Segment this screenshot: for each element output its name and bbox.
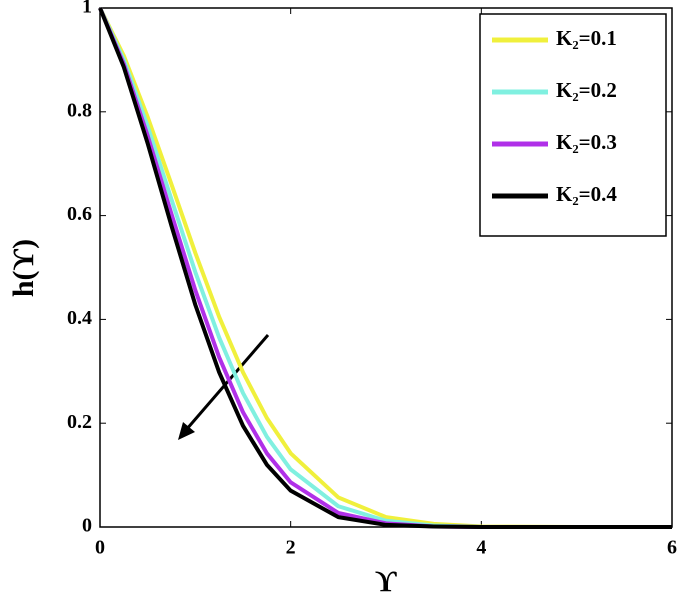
x-tick-label: 4	[476, 537, 486, 559]
x-tick-label: 2	[286, 537, 296, 559]
y-tick-label: 0	[82, 515, 92, 537]
y-tick-label: 0.2	[67, 411, 92, 433]
legend-label: K₂=0.1	[556, 26, 617, 50]
series-line	[98, 7, 672, 529]
y-tick-label: 0.8	[67, 99, 92, 121]
y-tick-label: 0.6	[67, 203, 92, 225]
legend-label: K₂=0.3	[556, 130, 617, 154]
y-axis-label: h(ϒ)	[7, 239, 40, 297]
plot-frame	[99, 7, 673, 528]
x-axis-label: ϒ	[375, 565, 397, 598]
x-tick-label: 0	[95, 537, 105, 559]
x-tick-label: 6	[667, 537, 677, 559]
y-tick-label: 1	[82, 0, 92, 18]
y-tick-label: 0.4	[67, 307, 92, 329]
arrow	[178, 334, 270, 440]
legend: K₂=0.1 K₂=0.2 K₂=0.3 K₂=0.4	[479, 13, 667, 237]
legend-box	[479, 13, 667, 237]
legend-label: K₂=0.4	[556, 182, 617, 206]
legend-label: K₂=0.2	[556, 78, 617, 102]
